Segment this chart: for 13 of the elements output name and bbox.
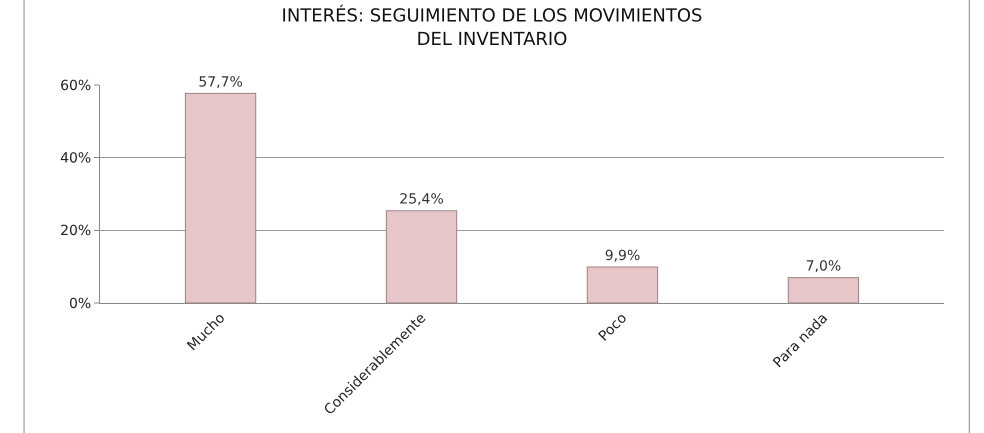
data-label: 9,9% [604,248,640,264]
bar [184,92,256,303]
chart-title: INTERÉS: SEGUIMIENTO DE LOS MOVIMIENTOS DEL INVENTARIO [282,4,702,50]
data-label: 25,4% [399,192,444,208]
bar [788,277,860,303]
bar [386,210,458,303]
y-tick-label: 20% [60,223,92,240]
data-label: 57,7% [198,74,243,90]
y-tick-label: 40% [60,150,92,167]
data-label: 7,0% [806,258,842,275]
y-tick-label: 60% [60,78,92,94]
y-tick-label: 0% [68,296,92,312]
bar [586,266,658,303]
